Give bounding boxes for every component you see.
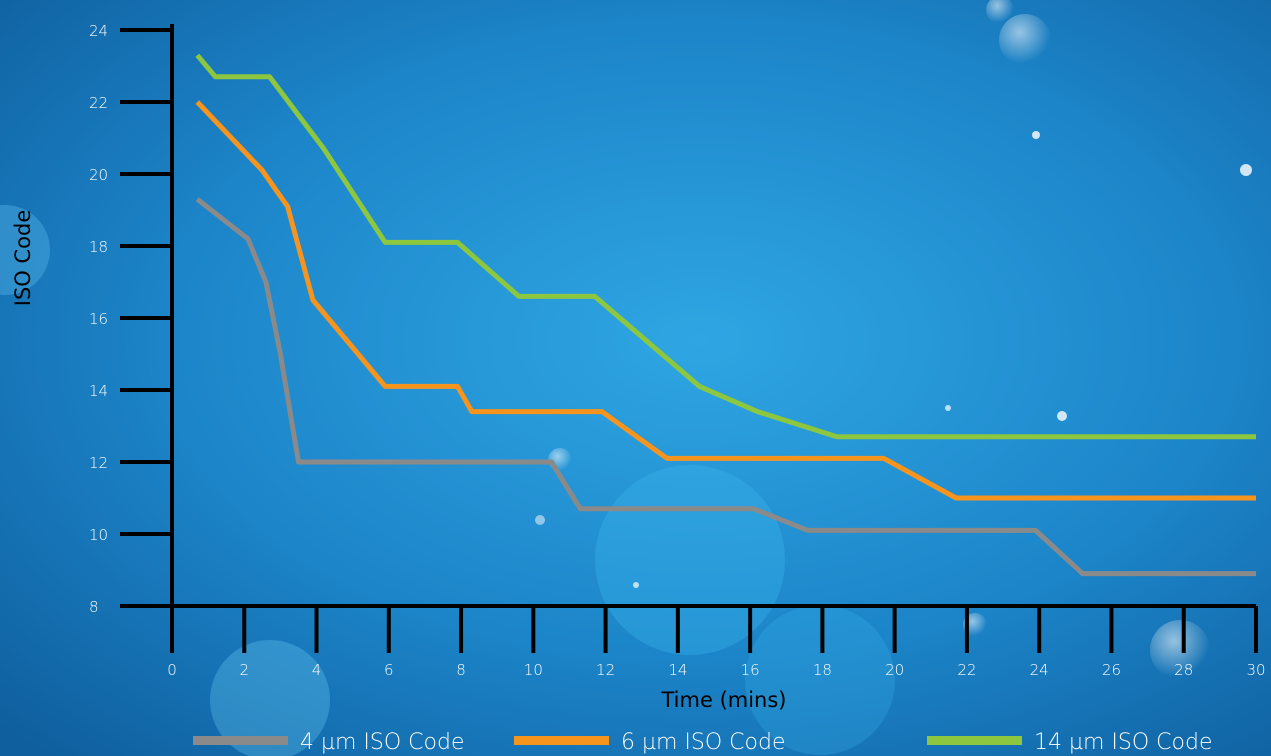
x-tick-label: 18 — [813, 661, 832, 679]
x-tick-label: 0 — [167, 661, 177, 679]
x-tick-label: 20 — [885, 661, 904, 679]
legend-swatch-2 — [514, 736, 609, 745]
y-tick-label: 10 — [89, 526, 108, 544]
y-tick-label: 14 — [89, 382, 108, 400]
series-line-3 — [195, 53, 1256, 440]
y-tick-label: 8 — [89, 598, 99, 616]
x-tick-label: 14 — [668, 661, 687, 679]
y-tick-label: 22 — [89, 94, 108, 112]
x-tick-label: 16 — [741, 661, 760, 679]
x-tick-label: 28 — [1174, 661, 1193, 679]
x-tick-label: 8 — [456, 661, 466, 679]
y-tick-label: 16 — [89, 310, 108, 328]
x-tick-label: 2 — [239, 661, 249, 679]
x-tick-label: 12 — [596, 661, 615, 679]
legend-label-2: 6 µm ISO Code — [621, 730, 786, 755]
legend-label-1: 4 µm ISO Code — [300, 730, 465, 755]
y-tick-label: 12 — [89, 454, 108, 472]
plot-area — [195, 53, 1256, 577]
legend-swatch-3 — [927, 736, 1022, 745]
legend: 4 µm ISO Code 6 µm ISO Code 14 µm ISO Code — [193, 730, 1213, 755]
legend-swatch-1 — [193, 736, 288, 745]
legend-label-3: 14 µm ISO Code — [1034, 730, 1213, 755]
x-axis: 0 2 4 6 8 10 12 14 16 18 20 22 24 26 28 30 — [120, 604, 1266, 679]
x-axis-title: Time (mins) — [661, 688, 787, 712]
x-tick-label: 10 — [524, 661, 543, 679]
y-tick-label: 18 — [89, 238, 108, 256]
y-tick-label: 24 — [89, 22, 108, 40]
y-tick-label: 20 — [89, 166, 108, 184]
x-tick-label: 6 — [384, 661, 394, 679]
x-tick-label: 4 — [312, 661, 322, 679]
y-axis-title: ISO Code — [11, 210, 35, 307]
x-tick-label: 22 — [957, 661, 976, 679]
series-line-1 — [195, 197, 1256, 577]
x-tick-label: 30 — [1246, 661, 1265, 679]
x-tick-label: 26 — [1102, 661, 1121, 679]
x-tick-label: 24 — [1030, 661, 1049, 679]
series-line-2 — [195, 100, 1256, 501]
